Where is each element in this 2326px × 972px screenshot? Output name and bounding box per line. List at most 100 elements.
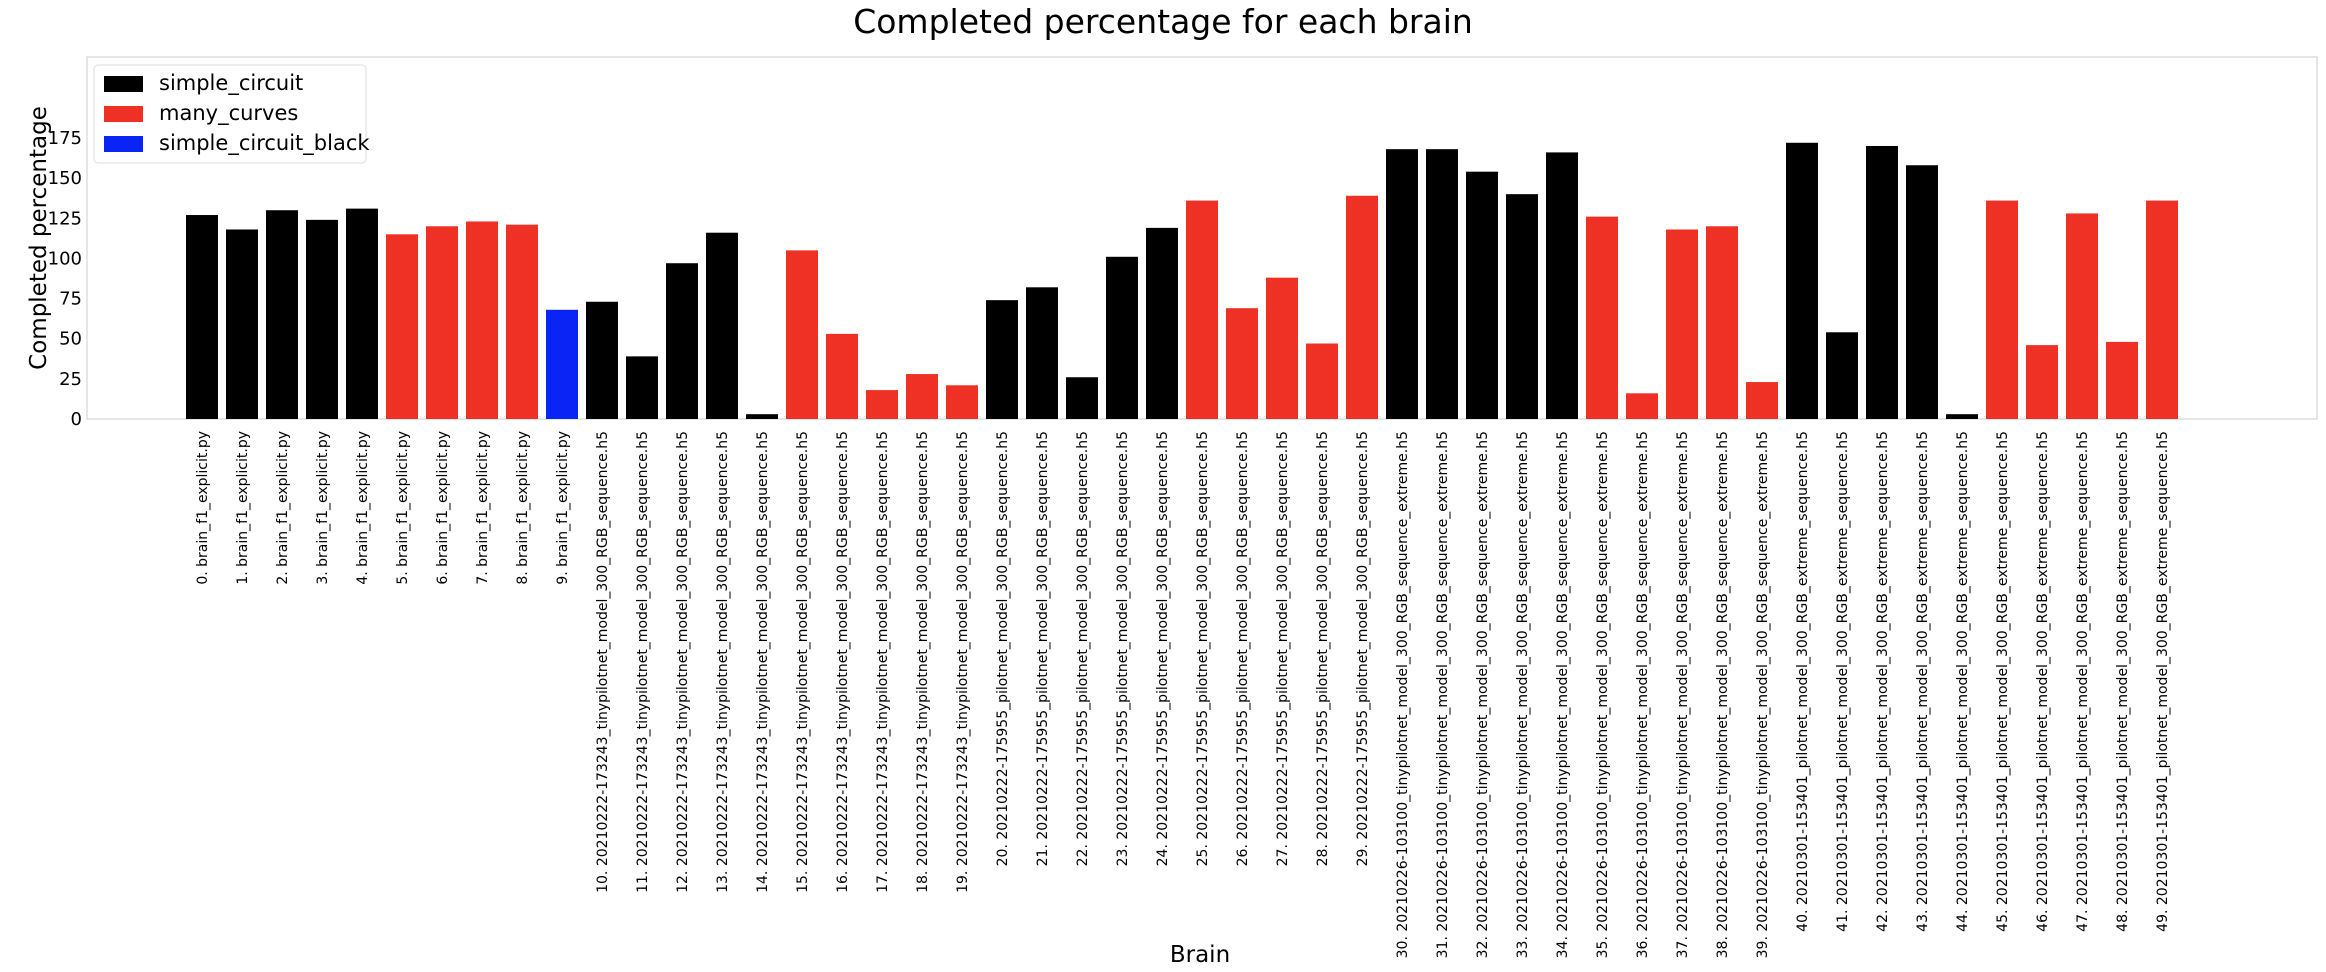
x-tick-label-31: 31. 20210226-103100_tinypilotnet_model_3… <box>1435 431 1451 958</box>
bar-36 <box>1626 393 1658 419</box>
bar-31 <box>1426 149 1458 419</box>
x-tick-label-45: 45. 20210301-153401_pilotnet_model_300_R… <box>1995 431 2011 932</box>
bar-1 <box>226 229 258 419</box>
bar-26 <box>1226 308 1258 419</box>
legend-label-0: simple_circuit <box>159 71 303 96</box>
x-axis-ticks: 0. brain_f1_explicit.py 1. brain_f1_expli… <box>195 431 2171 958</box>
bar-42 <box>1866 145 1898 420</box>
x-tick-label-2: 2. brain_f1_explicit.py <box>275 431 291 585</box>
x-tick-label-32: 32. 20210226-103100_tinypilotnet_model_3… <box>1475 431 1491 958</box>
bar-4 <box>346 208 378 419</box>
bar-45 <box>1986 200 2018 419</box>
x-tick-label-12: 12. 20210222-173243_tinypilotnet_model_3… <box>675 431 691 893</box>
x-tick-label-47: 47. 20210301-153401_pilotnet_model_300_R… <box>2075 431 2091 932</box>
x-tick-label-38: 38. 20210226-103100_tinypilotnet_model_3… <box>1715 431 1731 958</box>
bar-0 <box>186 215 218 419</box>
x-tick-label-41: 41. 20210301-153401_pilotnet_model_300_R… <box>1835 431 1851 932</box>
bar-33 <box>1506 194 1538 419</box>
x-tick-label-18: 18. 20210222-173243_tinypilotnet_model_3… <box>915 431 931 893</box>
y-tick-label-50: 50 <box>59 329 82 350</box>
x-tick-label-27: 27. 20210222-175955_pilotnet_model_300_R… <box>1275 431 1291 866</box>
x-tick-label-22: 22. 20210222-175955_pilotnet_model_300_R… <box>1075 431 1091 866</box>
bar-47 <box>2066 213 2098 419</box>
x-tick-label-10: 10. 20210222-173243_tinypilotnet_model_3… <box>595 431 611 893</box>
bar-40 <box>1786 142 1818 419</box>
x-tick-label-7: 7. brain_f1_explicit.py <box>475 431 491 585</box>
bar-27 <box>1266 277 1298 419</box>
bar-37 <box>1666 229 1698 419</box>
bar-35 <box>1586 216 1618 419</box>
bar-43 <box>1906 165 1938 419</box>
bar-34 <box>1546 152 1578 420</box>
x-tick-label-1: 1. brain_f1_explicit.py <box>235 431 251 585</box>
bar-12 <box>666 263 698 419</box>
x-tick-label-11: 11. 20210222-173243_tinypilotnet_model_3… <box>635 431 651 893</box>
x-tick-label-29: 29. 20210222-175955_pilotnet_model_300_R… <box>1355 431 1371 866</box>
x-tick-label-33: 33. 20210226-103100_tinypilotnet_model_3… <box>1515 431 1531 958</box>
x-tick-label-26: 26. 20210222-175955_pilotnet_model_300_R… <box>1235 431 1251 866</box>
x-tick-label-14: 14. 20210222-173243_tinypilotnet_model_3… <box>755 431 771 893</box>
bar-23 <box>1106 256 1138 419</box>
bar-28 <box>1306 343 1338 419</box>
x-tick-label-49: 49. 20210301-153401_pilotnet_model_300_R… <box>2155 431 2171 932</box>
x-axis-label: Brain <box>1170 942 1230 968</box>
x-tick-label-39: 39. 20210226-103100_tinypilotnet_model_3… <box>1755 431 1771 958</box>
bar-48 <box>2106 341 2138 419</box>
legend-label-1: many_curves <box>159 101 298 126</box>
bar-9 <box>546 309 578 419</box>
x-tick-label-6: 6. brain_f1_explicit.py <box>435 431 451 585</box>
legend: simple_circuit many_curves simple_circuit_… <box>93 64 370 164</box>
y-tick-label-175: 175 <box>48 128 82 149</box>
bar-8 <box>506 224 538 419</box>
legend-swatch-2 <box>104 136 143 152</box>
bar-14 <box>746 414 778 419</box>
x-tick-label-9: 9. brain_f1_explicit.py <box>555 431 571 585</box>
bar-19 <box>946 385 978 419</box>
y-tick-label-0: 0 <box>71 409 82 430</box>
bar-46 <box>2026 345 2058 419</box>
bar-44 <box>1946 414 1978 419</box>
x-tick-label-8: 8. brain_f1_explicit.py <box>515 431 531 585</box>
bar-5 <box>386 234 418 419</box>
x-tick-label-34: 34. 20210226-103100_tinypilotnet_model_3… <box>1555 431 1571 958</box>
x-tick-label-3: 3. brain_f1_explicit.py <box>315 431 331 585</box>
legend-swatch-0 <box>104 76 143 92</box>
bars-group <box>186 142 2178 420</box>
x-tick-label-13: 13. 20210222-173243_tinypilotnet_model_3… <box>715 431 731 893</box>
bar-18 <box>906 374 938 419</box>
bar-10 <box>586 301 618 419</box>
x-tick-label-46: 46. 20210301-153401_pilotnet_model_300_R… <box>2035 431 2051 932</box>
x-tick-label-28: 28. 20210222-175955_pilotnet_model_300_R… <box>1315 431 1331 866</box>
bar-24 <box>1146 227 1178 419</box>
bar-32 <box>1466 171 1498 419</box>
bar-15 <box>786 250 818 419</box>
bar-29 <box>1346 195 1378 419</box>
bar-30 <box>1386 149 1418 419</box>
x-tick-label-21: 21. 20210222-175955_pilotnet_model_300_R… <box>1035 431 1051 866</box>
bar-21 <box>1026 287 1058 419</box>
y-axis-label: Completed percentage <box>26 106 52 370</box>
x-tick-label-42: 42. 20210301-153401_pilotnet_model_300_R… <box>1875 431 1891 932</box>
bar-41 <box>1826 332 1858 419</box>
y-tick-label-150: 150 <box>48 168 82 189</box>
bar-22 <box>1066 377 1098 419</box>
x-tick-label-17: 17. 20210222-173243_tinypilotnet_model_3… <box>875 431 891 893</box>
x-tick-label-37: 37. 20210226-103100_tinypilotnet_model_3… <box>1675 431 1691 958</box>
bar-3 <box>306 219 338 419</box>
legend-swatch-1 <box>104 106 143 122</box>
x-tick-label-24: 24. 20210222-175955_pilotnet_model_300_R… <box>1155 431 1171 866</box>
chart-title: Completed percentage for each brain <box>853 2 1473 41</box>
legend-label-2: simple_circuit_black <box>159 131 370 156</box>
x-tick-label-16: 16. 20210222-173243_tinypilotnet_model_3… <box>835 431 851 893</box>
x-tick-label-19: 19. 20210222-173243_tinypilotnet_model_3… <box>955 431 971 893</box>
x-tick-label-35: 35. 20210226-103100_tinypilotnet_model_3… <box>1595 431 1611 958</box>
x-tick-label-25: 25. 20210222-175955_pilotnet_model_300_R… <box>1195 431 1211 866</box>
y-tick-label-125: 125 <box>48 208 82 229</box>
x-tick-label-15: 15. 20210222-173243_tinypilotnet_model_3… <box>795 431 811 893</box>
x-tick-label-4: 4. brain_f1_explicit.py <box>355 431 371 585</box>
bar-20 <box>986 300 1018 419</box>
x-tick-label-43: 43. 20210301-153401_pilotnet_model_300_R… <box>1915 431 1931 932</box>
y-tick-label-25: 25 <box>59 369 82 390</box>
legend-box <box>93 64 367 164</box>
bar-17 <box>866 390 898 419</box>
